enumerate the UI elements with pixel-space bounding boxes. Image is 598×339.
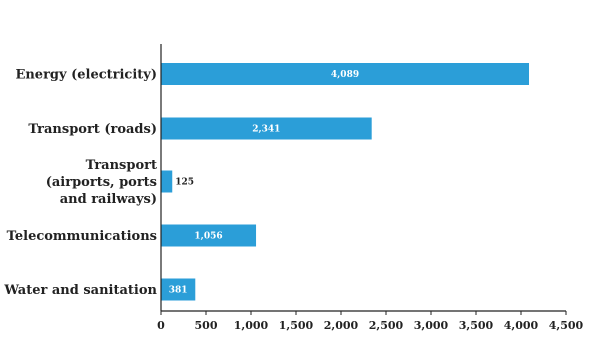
data-label-2: 2,341	[252, 125, 280, 135]
x-tick-label: 1,500	[279, 319, 314, 332]
x-tick-label: 3,000	[414, 319, 449, 332]
x-tick-label: 2,000	[324, 319, 359, 332]
x-tick-label: 2,500	[369, 319, 404, 332]
axes: 0 500 1,000 1,500 2,000 2,500 3,000 3,500 4,000 4…	[157, 44, 584, 332]
category-label-line: and railways)	[60, 192, 157, 207]
category-label-4: Telecommunications	[7, 229, 157, 244]
bar-3	[161, 170, 173, 193]
x-tick-label: 1,000	[234, 319, 269, 332]
x-tick-label: 4,500	[549, 319, 584, 332]
category-label-line: Transport (roads)	[28, 122, 157, 137]
data-label-1: 4,089	[331, 70, 359, 80]
data-label-5: 381	[169, 286, 188, 296]
category-label-line: Telecommunications	[7, 229, 157, 244]
x-tick-label: 0	[157, 319, 165, 332]
category-label-5: Water and sanitation	[3, 283, 157, 298]
data-label-4: 1,056	[194, 232, 222, 242]
bars-layer	[161, 63, 530, 301]
category-label-2: Transport (roads)	[28, 122, 157, 137]
category-label-1: Energy (electricity)	[15, 68, 157, 83]
category-label-line: Energy (electricity)	[15, 68, 157, 83]
bar-5	[161, 278, 196, 301]
category-label-line: Transport	[86, 158, 157, 173]
labels-layer: 4,089 Energy (electricity) 2,341 Transport …	[3, 68, 359, 299]
category-label-3: Transport (airports, ports and railways)	[46, 158, 157, 207]
data-label-3: 125	[175, 178, 194, 188]
x-tick-label: 500	[195, 319, 218, 332]
bar-2	[161, 117, 372, 140]
category-label-line: Water and sanitation	[3, 283, 157, 298]
bar-1	[161, 63, 530, 85]
bar-4	[161, 224, 257, 247]
x-tick-label: 3,500	[459, 319, 494, 332]
category-label-line: (airports, ports	[46, 175, 157, 190]
x-tick-label: 4,000	[504, 319, 539, 332]
